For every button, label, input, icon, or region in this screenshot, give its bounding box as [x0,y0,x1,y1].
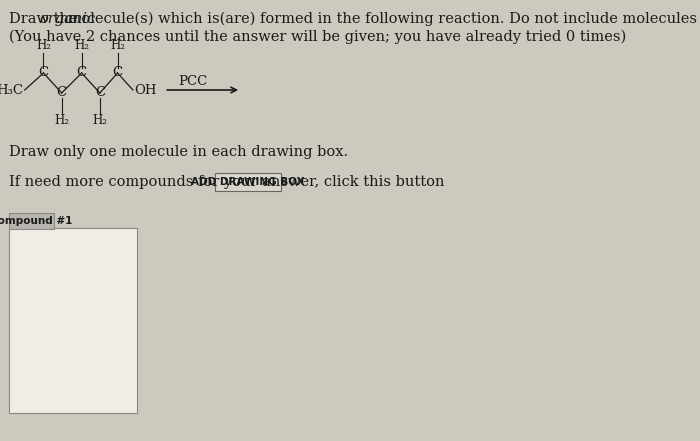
FancyBboxPatch shape [216,173,281,191]
Text: C: C [57,86,66,100]
Text: ADD DRAWING BOX: ADD DRAWING BOX [191,177,305,187]
Text: Compound #1: Compound #1 [0,216,73,226]
Text: PCC: PCC [178,75,207,88]
Text: C: C [38,67,48,79]
Text: H₂: H₂ [110,39,125,52]
Text: C: C [94,86,105,100]
Text: (You have 2 chances until the answer will be given; you have already tried 0 tim: (You have 2 chances until the answer wil… [9,30,626,45]
Text: If need more compounds for your answer, click this button: If need more compounds for your answer, … [9,175,444,189]
FancyBboxPatch shape [9,228,137,413]
Text: molecule(s) which is(are) formed in the following reaction. Do not include molec: molecule(s) which is(are) formed in the … [64,12,700,26]
Text: Draw only one molecule in each drawing box.: Draw only one molecule in each drawing b… [9,145,349,159]
Text: H₂: H₂ [74,39,89,52]
Text: H₃C: H₃C [0,83,24,97]
Text: OH: OH [134,83,157,97]
Text: C: C [113,67,122,79]
FancyBboxPatch shape [9,213,54,229]
Text: H₂: H₂ [92,114,107,127]
Text: Draw the: Draw the [9,12,83,26]
Text: C: C [76,67,87,79]
Text: H₂: H₂ [54,114,69,127]
Text: organic: organic [39,12,95,26]
Text: H₂: H₂ [36,39,51,52]
